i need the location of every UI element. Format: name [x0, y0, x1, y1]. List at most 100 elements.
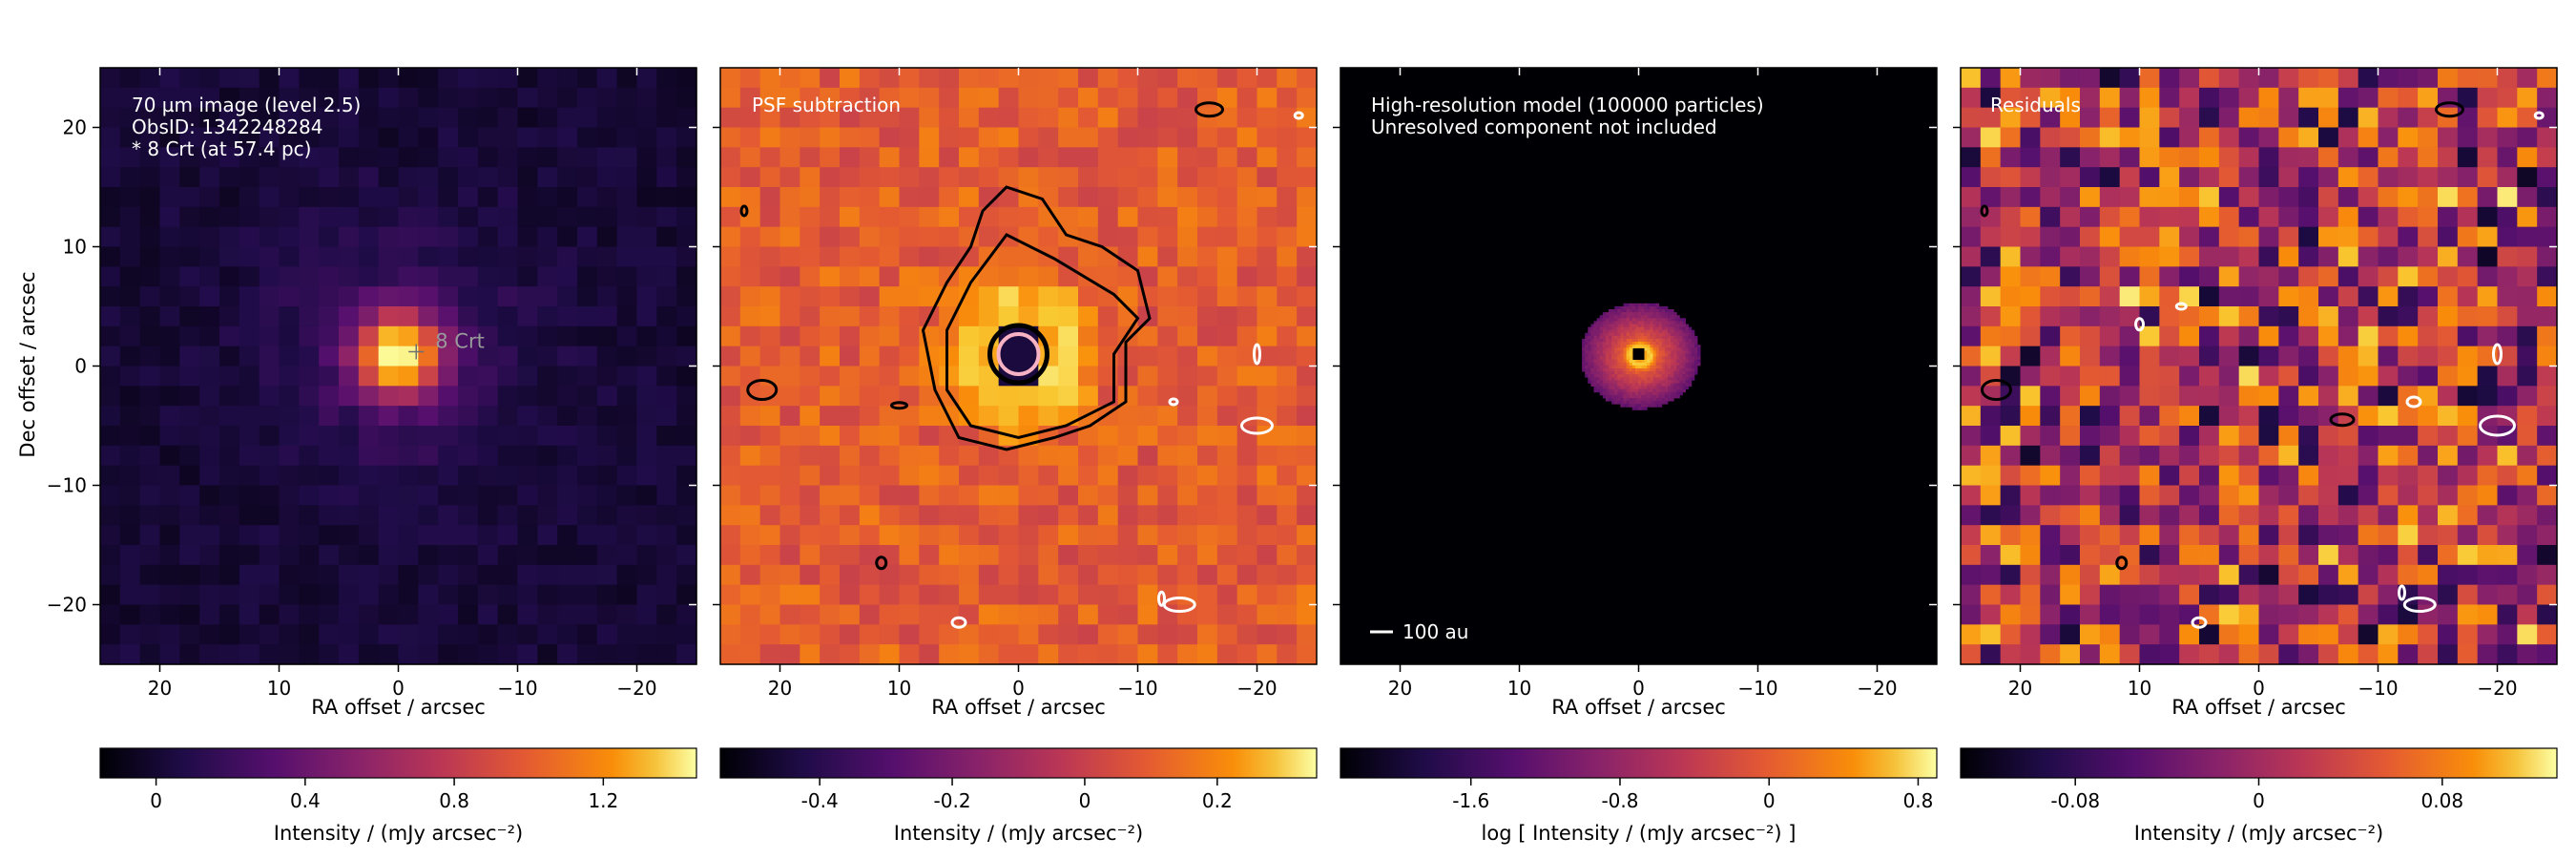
disk-cell	[1623, 356, 1627, 361]
disk-cell	[1661, 315, 1666, 319]
heatmap-cell	[2238, 187, 2260, 208]
heatmap-cell	[2000, 465, 2022, 487]
heatmap-cell	[2119, 286, 2141, 307]
heatmap-cell	[596, 246, 618, 267]
heatmap-cell	[279, 366, 300, 387]
disk-cell	[1638, 374, 1642, 378]
heatmap-cell	[2278, 525, 2299, 546]
panel-1-annotation-line-1: 70 µm image (level 2.5)	[132, 94, 361, 116]
heatmap-cell	[859, 386, 881, 407]
heatmap-cell	[1117, 87, 1139, 109]
disk-cell	[1671, 386, 1674, 390]
heatmap-cell	[319, 147, 340, 168]
disk-cell	[1691, 362, 1695, 367]
heatmap-cell	[840, 266, 861, 287]
disk-cell	[1617, 353, 1621, 357]
heatmap-cell	[2298, 624, 2319, 645]
heatmap-cell	[1980, 465, 2002, 487]
heatmap-cell	[537, 266, 558, 287]
disk-cell	[1650, 350, 1653, 354]
heatmap-cell	[1078, 445, 1099, 467]
heatmap-cell	[939, 187, 960, 208]
heatmap-cell	[2159, 564, 2180, 586]
disk-cell	[1647, 345, 1651, 348]
disk-cell	[1650, 339, 1653, 343]
heatmap-cell	[2020, 167, 2041, 188]
disk-cell	[1611, 394, 1615, 399]
heatmap-cell	[2040, 545, 2061, 566]
heatmap-cell	[636, 266, 657, 287]
heatmap-cell	[2378, 127, 2399, 148]
heatmap-cell	[998, 147, 1020, 168]
disk-cell	[1629, 329, 1633, 334]
disk-cell	[1647, 362, 1651, 367]
heatmap-cell	[378, 604, 400, 625]
disk-cell	[1658, 401, 1663, 405]
heatmap-cell	[2298, 206, 2319, 228]
heatmap-cell	[2398, 346, 2419, 367]
disk-cell	[1599, 391, 1604, 396]
heatmap-cell	[2179, 545, 2200, 566]
heatmap-cell	[899, 167, 920, 188]
disk-cell	[1617, 329, 1621, 334]
disk-cell	[1593, 383, 1597, 387]
disk-cell	[1634, 359, 1639, 364]
disk-cell	[1671, 326, 1674, 331]
heatmap-cell	[959, 246, 980, 267]
disk-cell	[1641, 342, 1645, 346]
disk-cell	[1682, 383, 1686, 387]
heatmap-cell	[899, 406, 920, 427]
heatmap-cell	[919, 286, 940, 307]
heatmap-cell	[859, 246, 881, 267]
heatmap-cell	[2060, 246, 2081, 267]
heatmap-cell	[820, 584, 841, 606]
disk-cell	[1671, 347, 1674, 351]
disk-cell	[1593, 324, 1597, 327]
heatmap-cell	[2020, 465, 2041, 487]
heatmap-cell	[1097, 246, 1119, 267]
disk-cell	[1650, 404, 1653, 408]
heatmap-cell	[720, 246, 741, 267]
disk-cell	[1602, 383, 1607, 387]
heatmap-cell	[720, 366, 741, 387]
heatmap-cell	[219, 206, 240, 228]
heatmap-cell	[438, 87, 459, 109]
disk-cell	[1611, 312, 1615, 316]
heatmap-cell	[2497, 226, 2518, 248]
heatmap-cell	[939, 545, 960, 566]
heatmap-cell	[2040, 564, 2061, 586]
heatmap-cell	[899, 147, 920, 168]
disk-cell	[1650, 356, 1653, 361]
heatmap-cell	[100, 226, 121, 248]
heatmap-cell	[2040, 246, 2061, 267]
heatmap-cell	[2418, 187, 2439, 208]
heatmap-cell	[800, 485, 821, 506]
heatmap-cell	[1197, 545, 1218, 566]
heatmap-cell	[1097, 167, 1119, 188]
heatmap-cell	[636, 127, 657, 148]
heatmap-cell	[2298, 386, 2319, 407]
disk-cell	[1596, 356, 1601, 361]
heatmap-cell	[2000, 87, 2022, 109]
heatmap-cell	[1137, 346, 1158, 367]
heatmap-cell	[398, 624, 419, 645]
heatmap-cell	[139, 346, 161, 367]
disk-cell	[1596, 365, 1601, 369]
heatmap-cell	[2099, 346, 2121, 367]
disk-cell	[1697, 359, 1701, 364]
heatmap-cell	[2000, 624, 2022, 645]
colorbar-tick-label: 0.08	[2421, 789, 2464, 812]
heatmap-cell	[2438, 167, 2459, 188]
heatmap-cell	[100, 286, 121, 307]
disk-cell	[1655, 386, 1660, 390]
disk-cell	[1652, 394, 1656, 399]
disk-cell	[1671, 391, 1674, 396]
heatmap-cell	[438, 147, 459, 168]
heatmap-cell	[259, 564, 280, 586]
disk-cell	[1650, 377, 1653, 381]
disk-cell	[1631, 315, 1636, 319]
heatmap-cell	[577, 306, 598, 327]
heatmap-cell	[179, 445, 200, 467]
heatmap-cell	[636, 644, 657, 665]
heatmap-cell	[2358, 107, 2379, 129]
